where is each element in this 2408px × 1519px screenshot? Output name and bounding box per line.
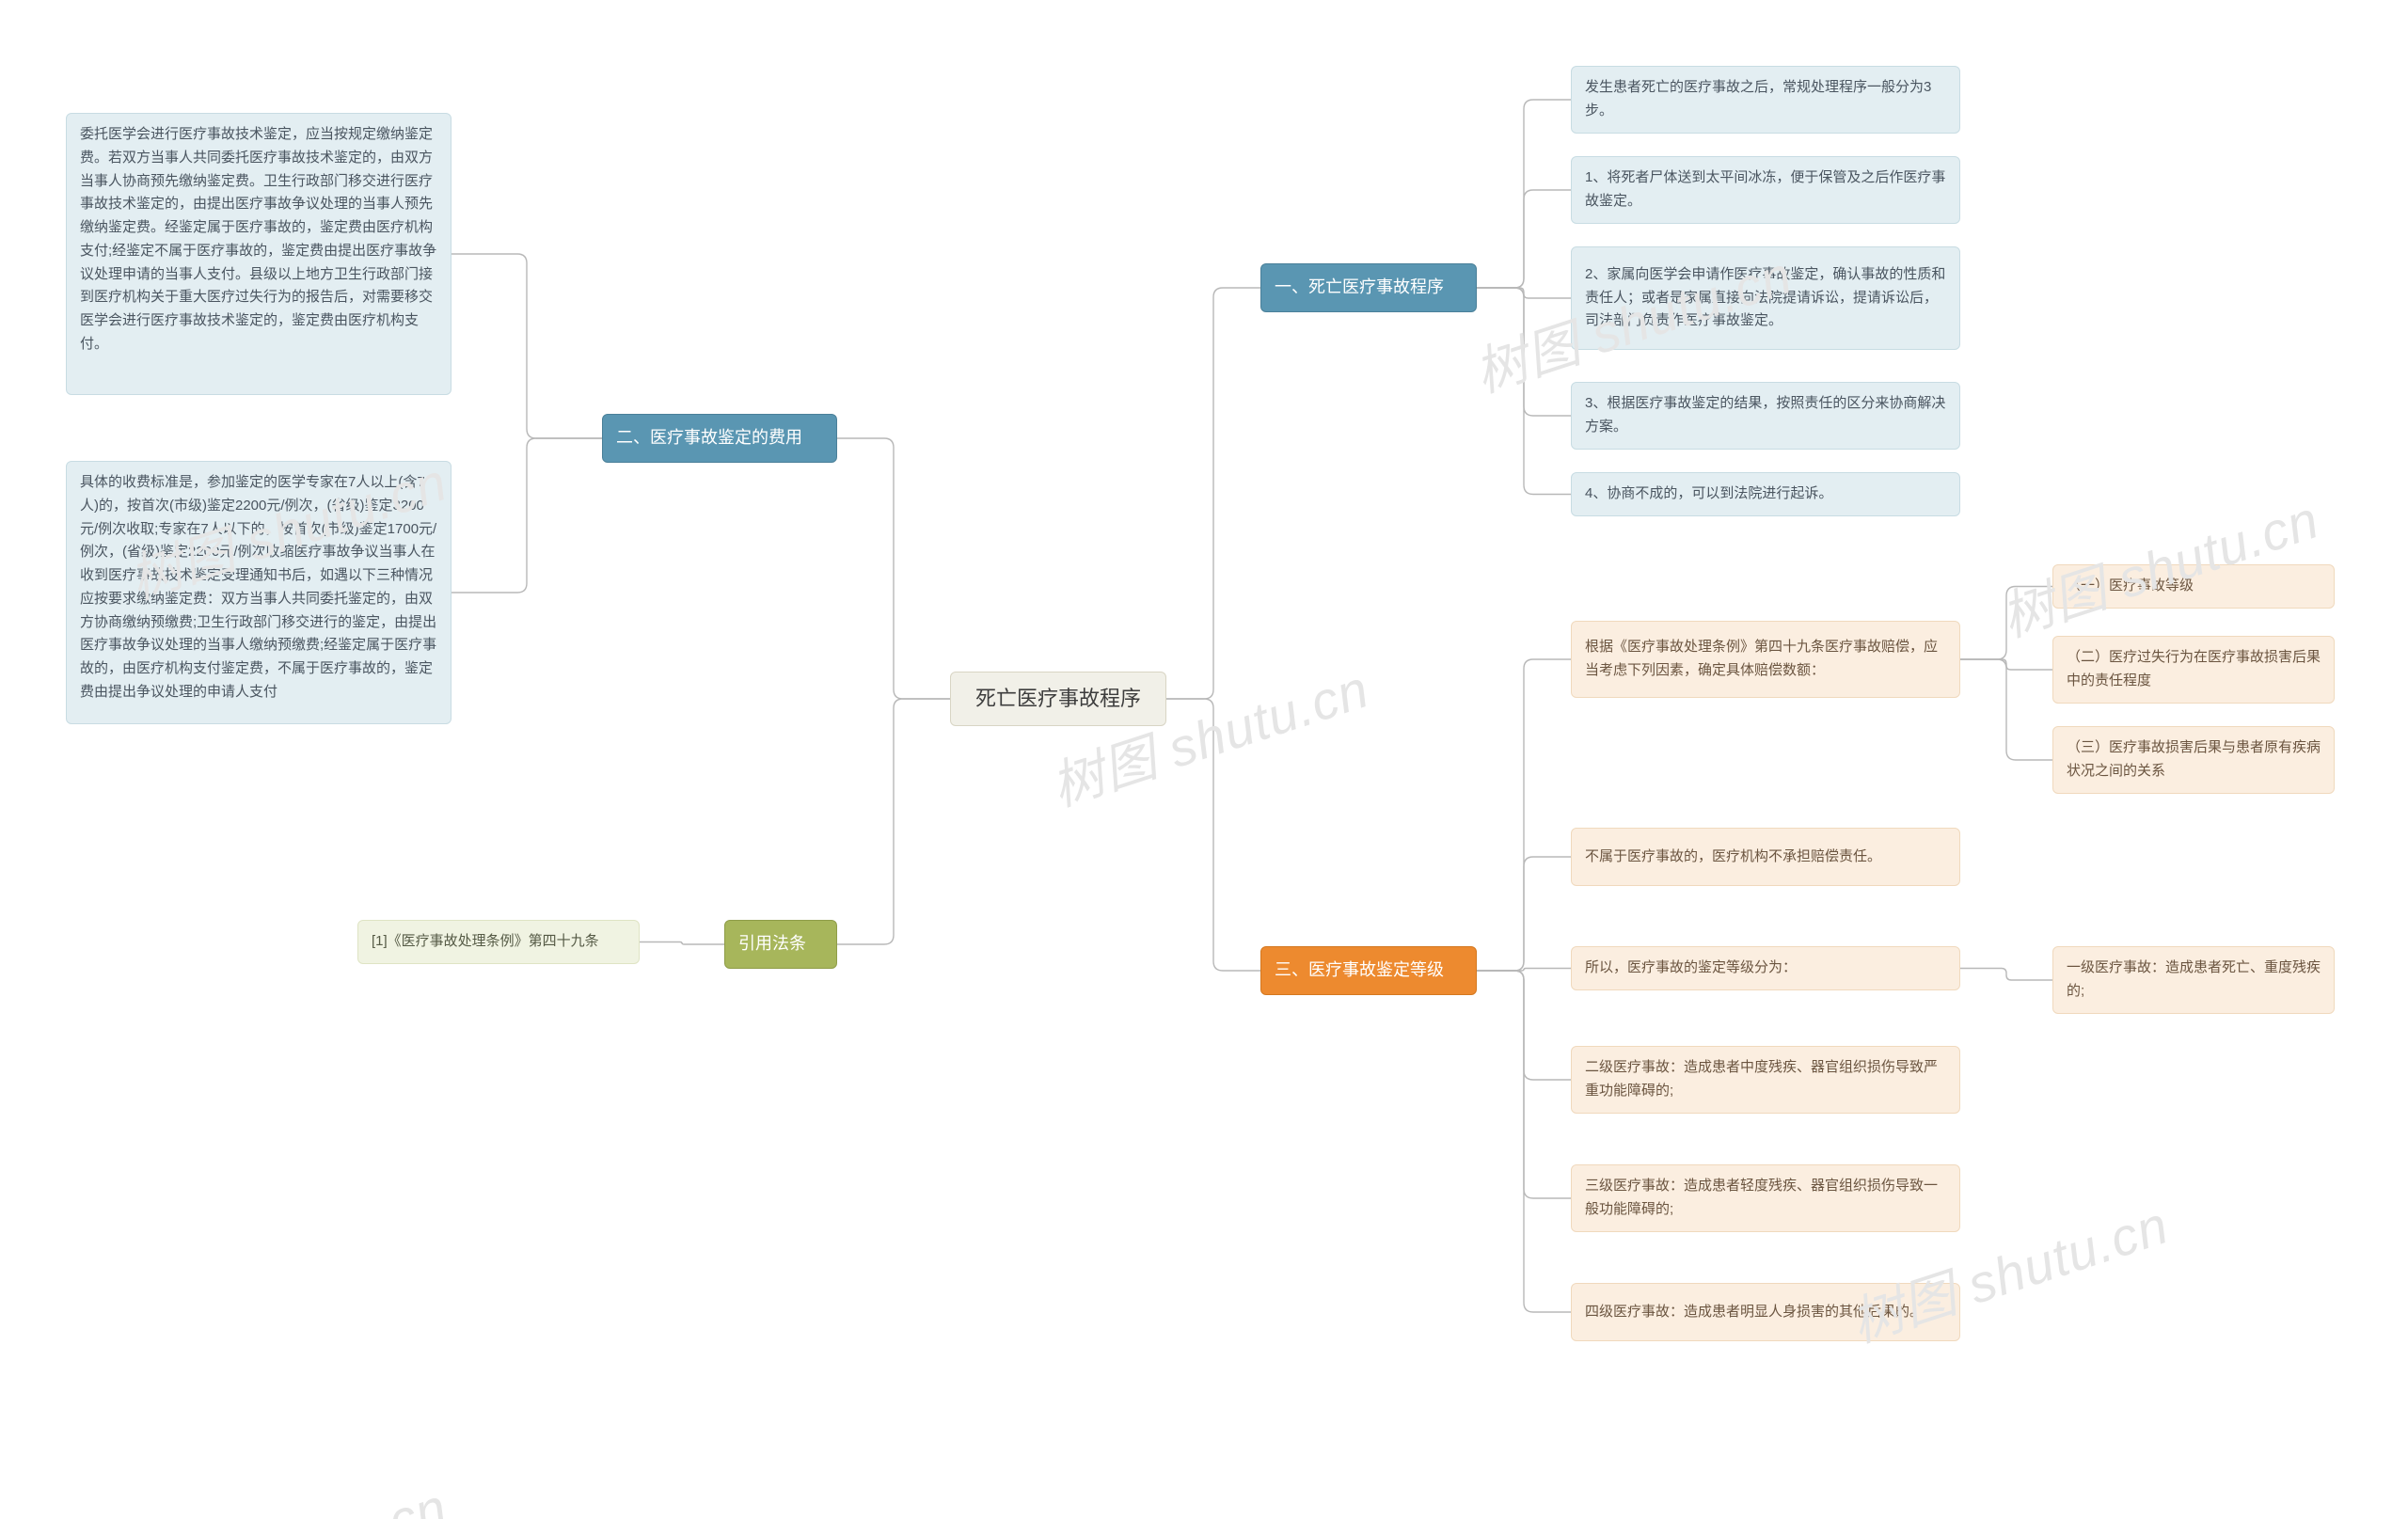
connector [1477, 971, 1571, 1080]
R2e-label: 三级医疗事故：造成患者轻度残疾、器官组织损伤导致一般功能障碍的; [1585, 1175, 1946, 1222]
connector [1477, 288, 1571, 495]
R2a1-label: （一）医疗事故等级 [2067, 575, 2194, 598]
R2d-label: 二级医疗事故：造成患者中度残疾、器官组织损伤导致严重功能障碍的; [1585, 1056, 1946, 1103]
connector [1477, 971, 1571, 1198]
R2a3-node: （三）医疗事故损害后果与患者原有疾病状况之间的关系 [2052, 726, 2335, 794]
L1b-node: 具体的收费标准是，参加鉴定的医学专家在7人以上(含7人)的，按首次(市级)鉴定2… [66, 461, 452, 724]
root-label: 死亡医疗事故程序 [975, 682, 1141, 716]
connector [1477, 971, 1571, 1312]
R1c-label: 2、家属向医学会申请作医疗事故鉴定，确认事故的性质和责任人；或者是家属直接向法院… [1585, 263, 1946, 333]
L1a-node: 委托医学会进行医疗事故技术鉴定，应当按规定缴纳鉴定费。若双方当事人共同委托医疗事… [66, 113, 452, 395]
L1-node: 二、医疗事故鉴定的费用 [602, 414, 837, 463]
R2a2-label: （二）医疗过失行为在医疗事故损害后果中的责任程度 [2067, 646, 2321, 693]
R1e-node: 4、协商不成的，可以到法院进行起诉。 [1571, 472, 1960, 516]
R1a-label: 发生患者死亡的医疗事故之后，常规处理程序一般分为3步。 [1585, 76, 1946, 123]
R1d-node: 3、根据医疗事故鉴定的结果，按照责任的区分来协商解决方案。 [1571, 382, 1960, 450]
L2-node: 引用法条 [724, 920, 837, 969]
R1c-node: 2、家属向医学会申请作医疗事故鉴定，确认事故的性质和责任人；或者是家属直接向法院… [1571, 246, 1960, 350]
connector [1960, 659, 2052, 760]
connector [640, 942, 724, 945]
R2c1-node: 一级医疗事故：造成患者死亡、重度残疾的; [2052, 946, 2335, 1014]
connector [837, 438, 950, 699]
root-node: 死亡医疗事故程序 [950, 672, 1166, 726]
R1a-node: 发生患者死亡的医疗事故之后，常规处理程序一般分为3步。 [1571, 66, 1960, 134]
R1-node: 一、死亡医疗事故程序 [1260, 263, 1477, 312]
R1b-label: 1、将死者尸体送到太平间冰冻，便于保管及之后作医疗事故鉴定。 [1585, 166, 1946, 214]
R2b-node: 不属于医疗事故的，医疗机构不承担赔偿责任。 [1571, 828, 1960, 886]
connector [1477, 969, 1571, 972]
L2a-node: [1]《医疗事故处理条例》第四十九条 [357, 920, 640, 964]
watermark: 树图 shutu.cn [119, 1465, 455, 1519]
L1-label: 二、医疗事故鉴定的费用 [616, 424, 802, 452]
R2f-node: 四级医疗事故：造成患者明显人身损害的其他后果的。 [1571, 1283, 1960, 1341]
L2a-label: [1]《医疗事故处理条例》第四十九条 [372, 930, 599, 954]
R2d-node: 二级医疗事故：造成患者中度残疾、器官组织损伤导致严重功能障碍的; [1571, 1046, 1960, 1114]
connector [1960, 969, 2052, 981]
R2a3-label: （三）医疗事故损害后果与患者原有疾病状况之间的关系 [2067, 736, 2321, 783]
connector [837, 699, 950, 944]
connector [1960, 587, 2052, 660]
R1e-label: 4、协商不成的，可以到法院进行起诉。 [1585, 483, 1832, 506]
R2c-node: 所以，医疗事故的鉴定等级分为： [1571, 946, 1960, 990]
connector [1477, 857, 1571, 971]
R2c1-label: 一级医疗事故：造成患者死亡、重度残疾的; [2067, 957, 2321, 1004]
R2a-node: 根据《医疗事故处理条例》第四十九条医疗事故赔偿，应当考虑下列因素，确定具体赔偿数… [1571, 621, 1960, 698]
connector [1477, 288, 1571, 298]
L2-label: 引用法条 [738, 930, 806, 958]
connector [1477, 100, 1571, 288]
connector [1166, 699, 1260, 971]
R2a1-node: （一）医疗事故等级 [2052, 564, 2335, 609]
connector [1166, 288, 1260, 699]
L1b-label: 具体的收费标准是，参加鉴定的医学专家在7人以上(含7人)的，按首次(市级)鉴定2… [80, 471, 437, 704]
R1b-node: 1、将死者尸体送到太平间冰冻，便于保管及之后作医疗事故鉴定。 [1571, 156, 1960, 224]
R2c-label: 所以，医疗事故的鉴定等级分为： [1585, 957, 1797, 980]
R2a2-node: （二）医疗过失行为在医疗事故损害后果中的责任程度 [2052, 636, 2335, 704]
R2e-node: 三级医疗事故：造成患者轻度残疾、器官组织损伤导致一般功能障碍的; [1571, 1164, 1960, 1232]
connector [1960, 659, 2052, 670]
connector [1477, 659, 1571, 971]
R2-node: 三、医疗事故鉴定等级 [1260, 946, 1477, 995]
connector [452, 254, 602, 438]
R2f-label: 四级医疗事故：造成患者明显人身损害的其他后果的。 [1585, 1301, 1924, 1324]
connector [1477, 190, 1571, 288]
R2a-label: 根据《医疗事故处理条例》第四十九条医疗事故赔偿，应当考虑下列因素，确定具体赔偿数… [1585, 636, 1946, 683]
connector [1477, 288, 1571, 416]
R1d-label: 3、根据医疗事故鉴定的结果，按照责任的区分来协商解决方案。 [1585, 392, 1946, 439]
R2b-label: 不属于医疗事故的，医疗机构不承担赔偿责任。 [1585, 846, 1881, 869]
L1a-label: 委托医学会进行医疗事故技术鉴定，应当按规定缴纳鉴定费。若双方当事人共同委托医疗事… [80, 123, 437, 356]
connector [452, 438, 602, 593]
R2-label: 三、医疗事故鉴定等级 [1275, 957, 1444, 985]
R1-label: 一、死亡医疗事故程序 [1275, 274, 1444, 302]
